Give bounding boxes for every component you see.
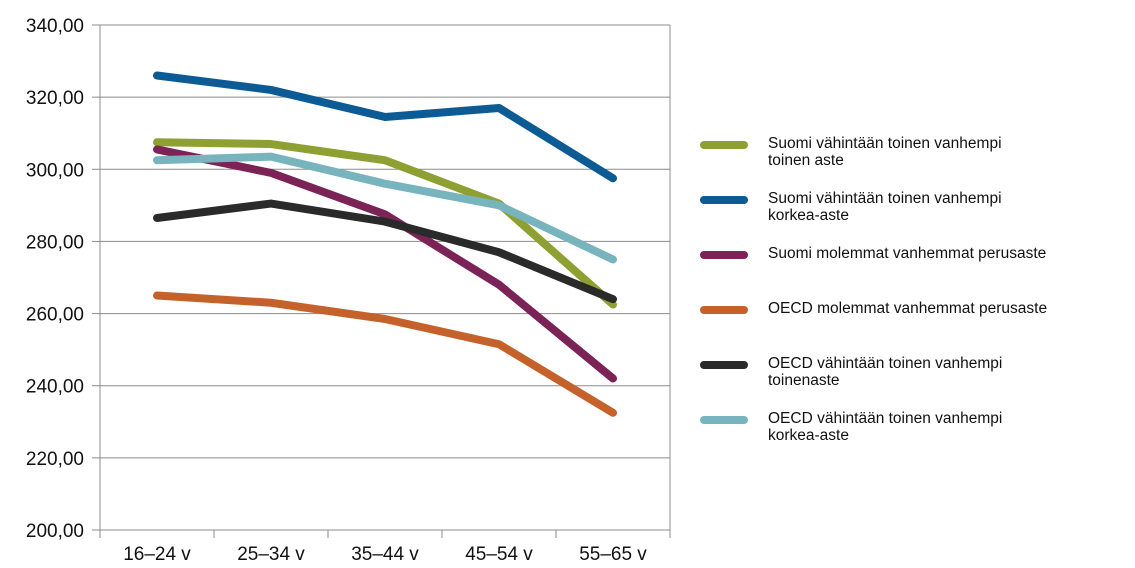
series-line-5 <box>153 199 617 304</box>
legend-label-line: OECD vähintään toinen vanhempi <box>768 410 1003 427</box>
legend-swatch <box>700 416 748 424</box>
legend-swatch <box>700 141 748 149</box>
legend: Suomi vähintään toinen vanhempi toinen as… <box>700 130 1130 460</box>
x-tick-label: 45–54 v <box>465 544 533 565</box>
legend-label-line: toinenaste <box>768 372 840 389</box>
legend-label-line: Suomi molemmat vanhemmat perusaste <box>768 245 1047 262</box>
legend-label: OECD vähintään toinen vanhempi korkea-ast… <box>768 410 1135 444</box>
legend-label-line: OECD molemmat vanhemmat perusaste <box>768 300 1048 317</box>
legend-item: Suomi molemmat vanhemmat perusaste <box>700 240 1130 290</box>
legend-label-line: toinen aste <box>768 152 844 169</box>
legend-swatch <box>700 306 748 314</box>
series-line-4 <box>153 291 617 417</box>
legend-label: Suomi vähintään toinen vanhempi toinen as… <box>768 135 1135 169</box>
legend-label: OECD molemmat vanhemmat perusaste <box>768 300 1135 317</box>
series-line-6 <box>153 152 617 264</box>
legend-label: Suomi molemmat vanhemmat perusaste <box>768 245 1135 262</box>
legend-label-line: OECD vähintään toinen vanhempi <box>768 355 1003 372</box>
legend-label-line: korkea-aste <box>768 207 849 224</box>
legend-swatch <box>700 251 748 259</box>
series-line-1 <box>153 138 617 309</box>
legend-label-line: Suomi vähintään toinen vanhempi <box>768 135 1002 152</box>
legend-item: OECD vähintään toinen vanhempi korkea-ast… <box>700 405 1130 455</box>
x-tick-label: 35–44 v <box>351 544 419 565</box>
y-tick-labels: 200,00 220,00 240,00 260,00 280,00 300,00 320,… <box>26 16 84 542</box>
y-tick-label: 320,00 <box>26 88 84 109</box>
series-lines <box>153 71 617 417</box>
legend-label-line: Suomi vähintään toinen vanhempi <box>768 190 1002 207</box>
y-tick-label: 220,00 <box>26 449 84 470</box>
y-tick-label: 280,00 <box>26 232 84 253</box>
legend-label-line: korkea-aste <box>768 427 849 444</box>
legend-label: Suomi vähintään toinen vanhempi korkea-as… <box>768 190 1135 224</box>
y-tick-label: 260,00 <box>26 305 84 326</box>
y-tick-label: 240,00 <box>26 377 84 398</box>
legend-item: OECD vähintään toinen vanhempi toinenaste <box>700 350 1130 400</box>
y-tick-label: 200,00 <box>26 521 84 542</box>
axes <box>92 24 671 538</box>
legend-label: OECD vähintään toinen vanhempi toinenaste <box>768 355 1135 389</box>
series-line-2 <box>153 71 617 183</box>
series-line-3 <box>153 145 617 383</box>
legend-swatch <box>700 361 748 369</box>
x-tick-labels: 16–24 v 25–34 v 35–44 v 45–54 v 55–65 v <box>123 544 647 565</box>
legend-item: Suomi vähintään toinen vanhempi toinen as… <box>700 130 1130 180</box>
x-tick-label: 25–34 v <box>237 544 305 565</box>
x-tick-label: 16–24 v <box>123 544 191 565</box>
x-tick-label: 55–65 v <box>579 544 647 565</box>
gridlines <box>100 24 670 459</box>
legend-item: OECD molemmat vanhemmat perusaste <box>700 295 1130 345</box>
y-tick-label: 300,00 <box>26 160 84 181</box>
legend-swatch <box>700 196 748 204</box>
y-tick-label: 340,00 <box>26 16 84 37</box>
legend-item: Suomi vähintään toinen vanhempi korkea-as… <box>700 185 1130 235</box>
